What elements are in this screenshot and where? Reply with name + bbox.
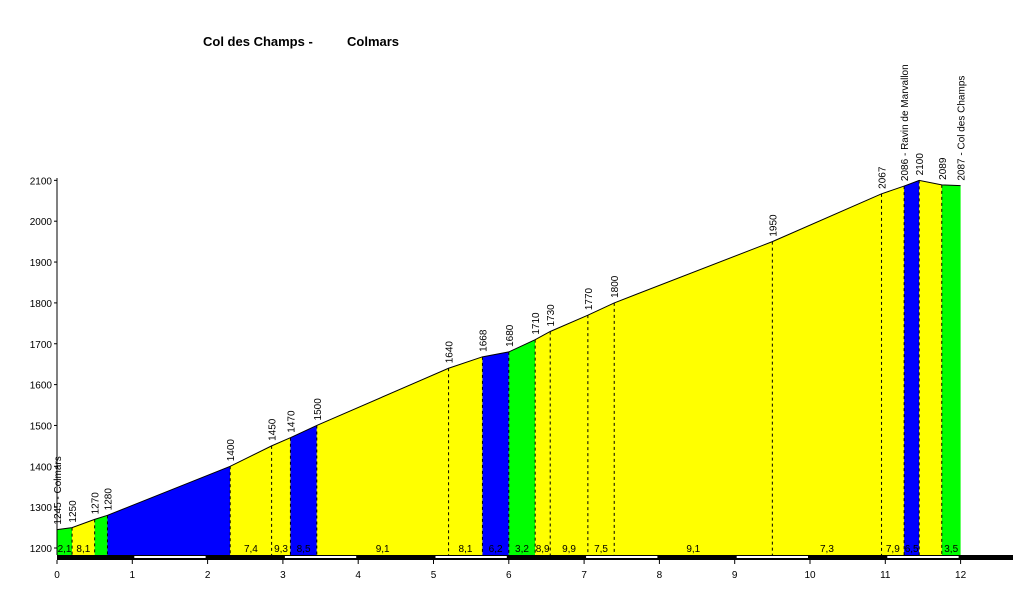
grade-label: 8,1 bbox=[459, 544, 473, 555]
segment-12 bbox=[550, 315, 588, 555]
x-tick-label: 5 bbox=[431, 570, 437, 581]
x-tick-label: 8 bbox=[657, 570, 663, 581]
grade-label: 6,2 bbox=[489, 544, 503, 555]
segment-1 bbox=[72, 519, 95, 555]
km-stripe bbox=[736, 556, 808, 558]
x-axis-band bbox=[57, 555, 1013, 560]
altitude-label: 2087 - Col des Champs bbox=[957, 76, 968, 181]
y-tick-label: 1900 bbox=[30, 258, 53, 269]
grade-label: 9,1 bbox=[686, 544, 700, 555]
grade-label: 7,4 bbox=[244, 544, 258, 555]
altitude-label: 1470 bbox=[286, 410, 297, 433]
altitude-label: 1270 bbox=[91, 492, 102, 515]
segment-3 bbox=[107, 466, 231, 555]
altitude-label: 1400 bbox=[226, 439, 237, 462]
x-tick-label: 1 bbox=[130, 570, 136, 581]
gradient-segments bbox=[57, 180, 961, 555]
altitude-label: 2100 bbox=[915, 153, 926, 176]
altitude-label: 2067 bbox=[878, 166, 889, 189]
grade-label: 6,5 bbox=[905, 544, 919, 555]
grade-label: 8,1 bbox=[76, 544, 90, 555]
segment-5 bbox=[271, 437, 291, 555]
altitude-label: 1245 - Colmars bbox=[53, 456, 64, 524]
segment-8 bbox=[448, 356, 483, 555]
altitude-label: 1668 bbox=[478, 329, 489, 352]
y-tick-label: 1600 bbox=[30, 381, 53, 392]
altitude-label: 1710 bbox=[531, 312, 542, 335]
altitude-label: 1950 bbox=[768, 214, 779, 237]
grade-label: 7,3 bbox=[820, 544, 834, 555]
grade-label: 3,5 bbox=[944, 544, 958, 555]
y-tick-label: 1700 bbox=[30, 340, 53, 351]
x-tick-label: 4 bbox=[355, 570, 361, 581]
km-stripe bbox=[134, 556, 206, 558]
x-tick-label: 0 bbox=[54, 570, 60, 581]
altitude-label: 1500 bbox=[313, 398, 324, 421]
x-tick-label: 7 bbox=[581, 570, 587, 581]
grade-labels: 2,1 8,1 7,4 9,3 8,5 9,1 8,1 6,2 3,2 8,9 9,9 7,5 9,1 7… bbox=[58, 544, 959, 555]
segment-19 bbox=[941, 184, 961, 555]
grade-label: 9,3 bbox=[274, 544, 288, 555]
point-markers bbox=[71, 180, 943, 555]
x-tick-label: 11 bbox=[880, 570, 891, 581]
chart-title-start: Col des Champs - bbox=[203, 34, 313, 49]
chart-title-end: Colmars bbox=[347, 34, 399, 49]
segment-2 bbox=[94, 515, 108, 555]
y-tick-label: 2000 bbox=[30, 217, 53, 228]
grade-label: 9,1 bbox=[376, 544, 390, 555]
altitude-label: 2086 - Ravin de Marvallon bbox=[900, 64, 911, 181]
altitude-label: 1640 bbox=[445, 341, 456, 364]
segment-11 bbox=[535, 331, 551, 555]
grade-label: 8,5 bbox=[297, 544, 311, 555]
altitude-label: 1800 bbox=[610, 275, 621, 298]
y-tick-label: 1800 bbox=[30, 299, 53, 310]
segment-0 bbox=[57, 527, 73, 555]
altitude-label: 2089 bbox=[938, 157, 949, 180]
y-tick-label: 2100 bbox=[30, 176, 53, 187]
grade-label: 8,9 bbox=[536, 544, 550, 555]
y-tick-label: 1300 bbox=[30, 503, 53, 514]
y-tick-label: 1200 bbox=[30, 544, 53, 555]
altitude-label: 1250 bbox=[68, 500, 79, 523]
x-tick-label: 12 bbox=[955, 570, 967, 581]
segment-6 bbox=[290, 425, 317, 555]
grade-label: 9,9 bbox=[562, 544, 576, 555]
y-tick-label: 1500 bbox=[30, 421, 53, 432]
segment-9 bbox=[482, 351, 509, 555]
grade-label: 3,2 bbox=[515, 544, 529, 555]
axes: 0 1 2 3 4 5 6 7 8 9 10 11 12120013001400150016001700… bbox=[30, 176, 1013, 581]
km-stripe bbox=[586, 556, 658, 558]
x-tick-label: 2 bbox=[205, 570, 211, 581]
grade-label: 7,5 bbox=[594, 544, 608, 555]
segment-15 bbox=[772, 193, 882, 555]
x-tick-label: 6 bbox=[506, 570, 512, 581]
segment-7 bbox=[316, 368, 449, 555]
grade-label: 2,1 bbox=[58, 544, 72, 555]
segment-17 bbox=[904, 180, 920, 555]
segment-13 bbox=[587, 302, 615, 555]
km-stripe bbox=[284, 556, 357, 558]
segment-16 bbox=[881, 186, 905, 555]
altitude-label: 1680 bbox=[505, 324, 516, 347]
altitude-label: 1450 bbox=[268, 418, 279, 441]
x-tick-label: 9 bbox=[732, 570, 738, 581]
km-stripe bbox=[887, 556, 959, 558]
segment-10 bbox=[508, 339, 536, 555]
grade-label: 7,9 bbox=[886, 544, 900, 555]
x-tick-label: 10 bbox=[804, 570, 816, 581]
x-tick-label: 3 bbox=[280, 570, 286, 581]
altitude-labels: 1245 - Colmars 1250 1270 1280 1400 1450 1470 15… bbox=[53, 64, 968, 524]
segment-18 bbox=[919, 180, 942, 555]
segment-14 bbox=[614, 241, 773, 555]
altitude-label: 1730 bbox=[546, 304, 557, 327]
segment-4 bbox=[230, 445, 272, 555]
km-stripe bbox=[435, 556, 507, 558]
altitude-label: 1280 bbox=[103, 488, 114, 511]
altitude-label: 1770 bbox=[584, 287, 595, 310]
y-tick-label: 1400 bbox=[30, 462, 53, 473]
